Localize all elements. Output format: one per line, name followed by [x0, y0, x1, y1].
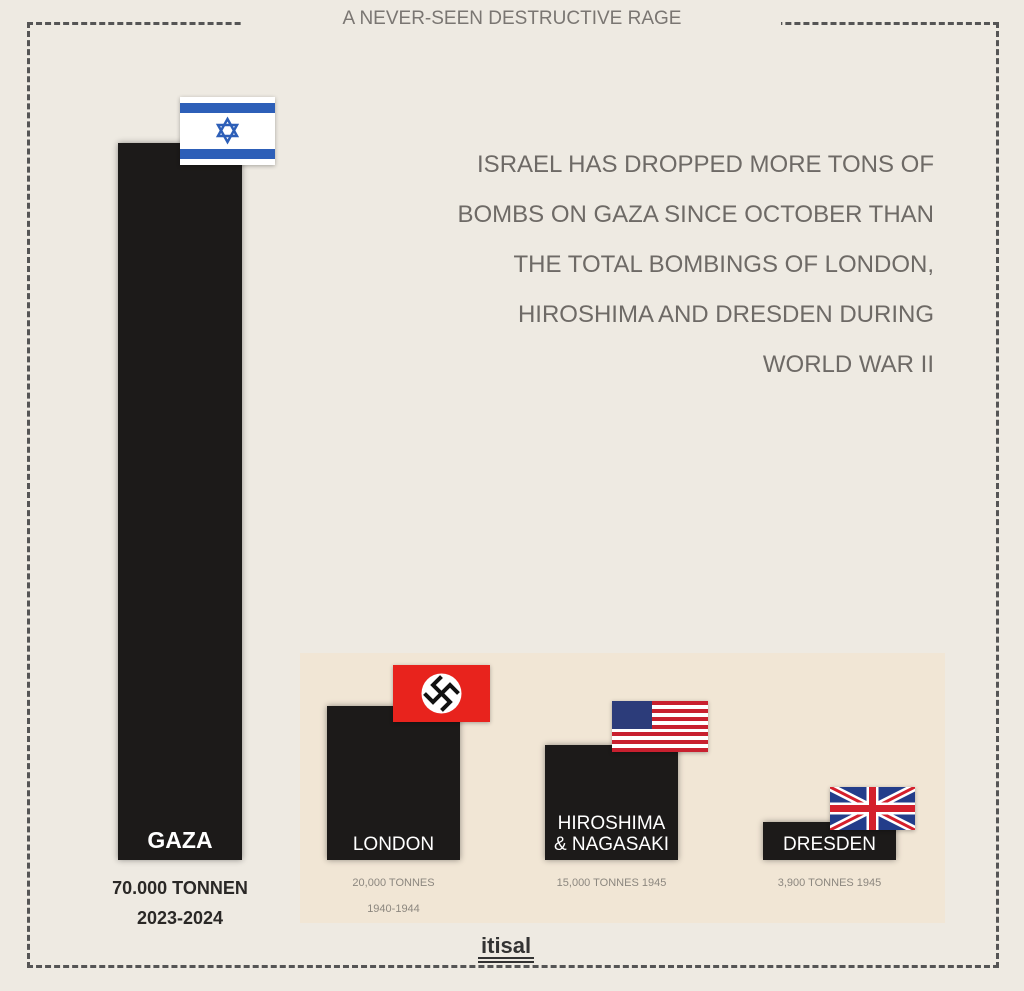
bar-label: GAZA — [147, 827, 213, 853]
uk-flag-icon — [830, 787, 915, 830]
bar-label-line: LONDON — [352, 834, 435, 855]
bar-label-line: & NAGASAKI — [553, 834, 670, 855]
bar-label: LONDON — [327, 834, 460, 855]
bar-value-label: 20,000 TONNES 1940-1944 — [352, 877, 435, 915]
headline-line: ISRAEL HAS DROPPED MORE TONS OF — [477, 151, 934, 178]
bar-value-label: 15,000 TONNES 1945 — [556, 877, 667, 889]
itisal-logo: itisal — [478, 935, 535, 963]
headline-line: WORLD WAR II — [762, 351, 934, 378]
bar-label-line: DRESDEN — [783, 834, 876, 855]
bar-label-line: HIROSHIMA — [557, 813, 666, 834]
bar-2 — [545, 744, 678, 860]
nazi-flag-icon — [393, 665, 490, 722]
israel-flag-icon — [180, 97, 275, 165]
bar-label: HIROSHIMA & NAGASAKI — [545, 813, 678, 855]
bar-0 — [118, 143, 242, 860]
bar-1 — [327, 706, 460, 860]
bar-label: DRESDEN — [763, 834, 896, 855]
usa-flag-icon — [612, 701, 708, 752]
headline-line: HIROSHIMA AND DRESDEN DURING — [517, 301, 934, 328]
gaza-value-label: 70.000 TONNEN 2023-2024 — [112, 878, 248, 928]
headline: ISRAEL HAS DROPPED MORE TONS OF BOMBS ON… — [374, 140, 934, 390]
bar-value-label: 3,900 TONNES 1945 — [777, 877, 882, 889]
headline-line: THE TOTAL BOMBINGS OF LONDON, — [513, 251, 934, 278]
chart-title: A NEVER-SEEN DESTRUCTIVE RAGE — [0, 8, 1024, 30]
headline-line: BOMBS ON GAZA SINCE OCTOBER THAN — [457, 201, 934, 228]
